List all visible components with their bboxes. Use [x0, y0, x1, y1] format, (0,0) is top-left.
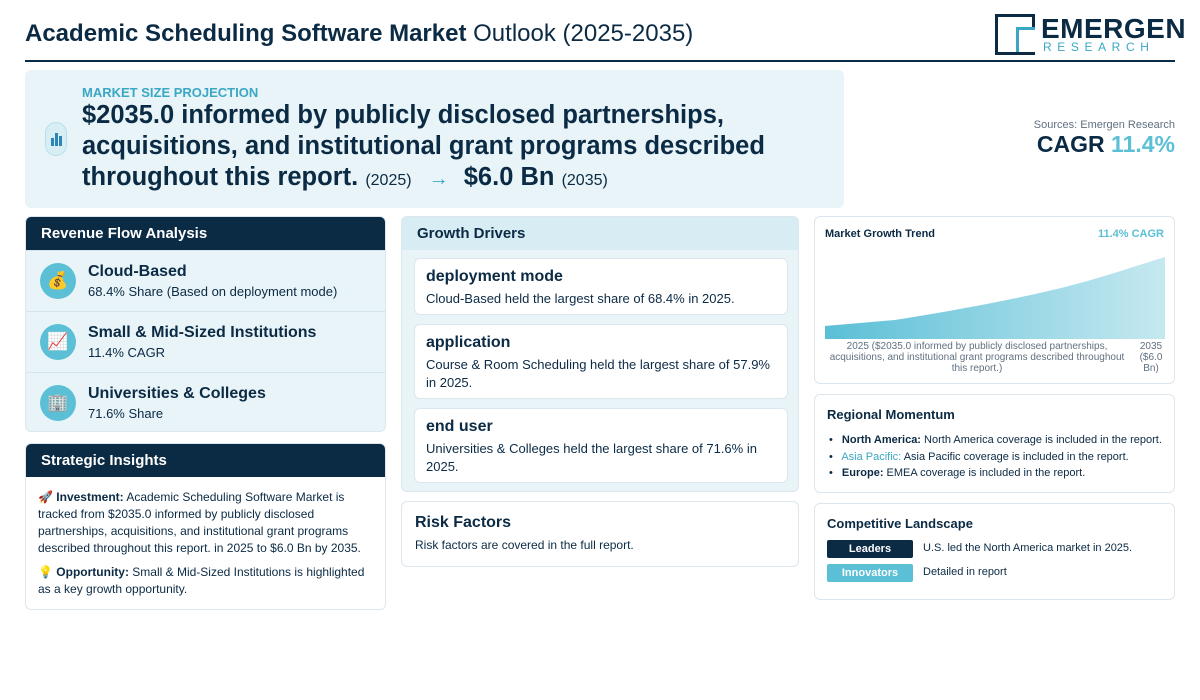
- risk-title: Risk Factors: [415, 514, 512, 531]
- revenue-item-title: Small & Mid-Sized Institutions: [88, 324, 317, 341]
- money-bag-icon: 💰: [40, 263, 76, 299]
- strategic-insights-title: Strategic Insights: [26, 444, 385, 477]
- arrow-right-icon: →: [428, 168, 449, 190]
- driver-text: Cloud-Based held the largest share of 68…: [426, 291, 735, 306]
- driver-card: end user Universities & Colleges held th…: [414, 408, 788, 483]
- competitive-landscape-panel: Competitive Landscape Leaders U.S. led t…: [814, 503, 1175, 600]
- regional-title: Regional Momentum: [827, 407, 955, 422]
- revenue-flow-panel: Revenue Flow Analysis 💰 Cloud-Based 68.4…: [25, 216, 386, 432]
- strategic-insights-panel: Strategic Insights 🚀 Investment: Academi…: [25, 443, 386, 610]
- growth-drivers-panel: Growth Drivers deployment mode Cloud-Bas…: [401, 216, 799, 492]
- building-icon: 🏢: [40, 385, 76, 421]
- driver-title: application: [426, 334, 511, 351]
- lightbulb-icon: 💡: [38, 565, 53, 579]
- revenue-item-cloud-based: 💰 Cloud-Based 68.4% Share (Based on depl…: [26, 250, 385, 311]
- end-year: (2035): [561, 172, 608, 189]
- sources-note: Sources: Emergen Research: [1033, 119, 1175, 131]
- chart-cagr-annotation: 11.4% CAGR: [1097, 228, 1164, 240]
- market-growth-trend-chart: Market Growth Trend 11.4% CAGR 2025 ($20…: [814, 216, 1175, 384]
- region-item: North America: North America coverage is…: [829, 432, 1162, 449]
- driver-title: deployment mode: [426, 268, 563, 285]
- region-name: North America:: [841, 434, 921, 446]
- chart-up-icon: 📈: [40, 324, 76, 360]
- opportunity-label: Opportunity:: [56, 565, 129, 579]
- risk-text: Risk factors are covered in the full rep…: [415, 538, 634, 552]
- cagr-value: 11.4%: [1111, 131, 1175, 157]
- region-text: Asia Pacific coverage is included in the…: [903, 450, 1129, 463]
- driver-text: Course & Room Scheduling held the larges…: [426, 357, 770, 390]
- regional-momentum-panel: Regional Momentum North America: North A…: [814, 394, 1175, 493]
- x-tick-label-start: 2025 ($2035.0 informed by publicly discl…: [829, 341, 1125, 374]
- logo-wordmark: EMERGEN: [1041, 13, 1187, 44]
- leaders-text: U.S. led the North America market in 202…: [923, 542, 1133, 554]
- start-year: (2025): [365, 172, 412, 189]
- region-text: North America coverage is included in th…: [924, 434, 1162, 446]
- leaders-badge: Leaders: [827, 540, 913, 558]
- competitive-title: Competitive Landscape: [827, 516, 973, 531]
- revenue-item-universities: 🏢 Universities & Colleges 71.6% Share: [26, 372, 385, 431]
- driver-card: deployment mode Cloud-Based held the lar…: [414, 258, 788, 315]
- opportunity-text: Small & Mid-Sized Institutions is highli…: [38, 565, 365, 596]
- cagr-summary: CAGR 11.4%: [1037, 131, 1175, 158]
- region-item: Asia Pacific: Asia Pacific coverage is i…: [829, 449, 1162, 466]
- x-tick-label-end: 2035 ($6.0 Bn): [1139, 341, 1163, 374]
- investment-label: Investment:: [56, 490, 124, 504]
- opportunity-insight: 💡 Opportunity: Small & Mid-Sized Institu…: [38, 564, 373, 598]
- emergen-research-logo: EMERGEN RESEARCH: [995, 13, 1186, 56]
- bar-chart-icon: [45, 122, 67, 156]
- rocket-icon: 🚀: [38, 490, 53, 504]
- revenue-item-sub: 11.4% CAGR: [88, 345, 166, 360]
- title-bold: Academic Scheduling Software Market: [25, 20, 467, 47]
- page-title: Academic Scheduling Software Market Outl…: [25, 20, 693, 48]
- investment-insight: 🚀 Investment: Academic Scheduling Softwa…: [38, 489, 373, 557]
- revenue-flow-title: Revenue Flow Analysis: [26, 217, 385, 250]
- chart-title: Market Growth Trend: [825, 228, 936, 240]
- region-name: Europe:: [841, 467, 884, 479]
- trend-area-svg: [825, 257, 1165, 339]
- growth-drivers-title: Growth Drivers: [402, 217, 798, 250]
- revenue-item-small-mid: 📈 Small & Mid-Sized Institutions 11.4% C…: [26, 311, 385, 372]
- innovators-text: Detailed in report: [923, 566, 1007, 578]
- driver-card: application Course & Room Scheduling hel…: [414, 324, 788, 399]
- trend-area: [825, 257, 1165, 339]
- innovators-badge: Innovators: [827, 564, 913, 582]
- market-size-projection: MARKET SIZE PROJECTION $2035.0 informed …: [25, 70, 844, 208]
- logo-mark-icon: [995, 14, 1035, 55]
- revenue-item-sub: 68.4% Share (Based on deployment mode): [88, 284, 338, 299]
- regional-list: North America: North America coverage is…: [829, 432, 1162, 482]
- revenue-item-title: Cloud-Based: [88, 263, 187, 280]
- title-rest: Outlook (2025-2035): [473, 20, 694, 47]
- revenue-item-sub: 71.6% Share: [88, 406, 164, 421]
- logo-subtext: RESEARCH: [1043, 40, 1155, 54]
- cagr-label: CAGR: [1036, 131, 1105, 157]
- revenue-item-title: Universities & Colleges: [88, 385, 266, 402]
- driver-text: Universities & Colleges held the largest…: [426, 441, 757, 474]
- header-divider: [25, 60, 1175, 62]
- risk-factors-panel: Risk Factors Risk factors are covered in…: [401, 501, 799, 567]
- end-value: $6.0 Bn: [463, 163, 555, 191]
- region-text: EMEA coverage is included in the report.: [886, 467, 1086, 479]
- investment-text: Academic Scheduling Software Market is t…: [38, 490, 361, 555]
- hero-projection: $2035.0 informed by publicly disclosed p…: [82, 100, 832, 196]
- start-value: $2035.0 informed by publicly disclosed p…: [82, 101, 765, 191]
- driver-title: end user: [426, 418, 493, 435]
- region-item: Europe: EMEA coverage is included in the…: [829, 465, 1162, 482]
- region-name: Asia Pacific:: [841, 450, 902, 463]
- hero-label: MARKET SIZE PROJECTION: [82, 85, 259, 100]
